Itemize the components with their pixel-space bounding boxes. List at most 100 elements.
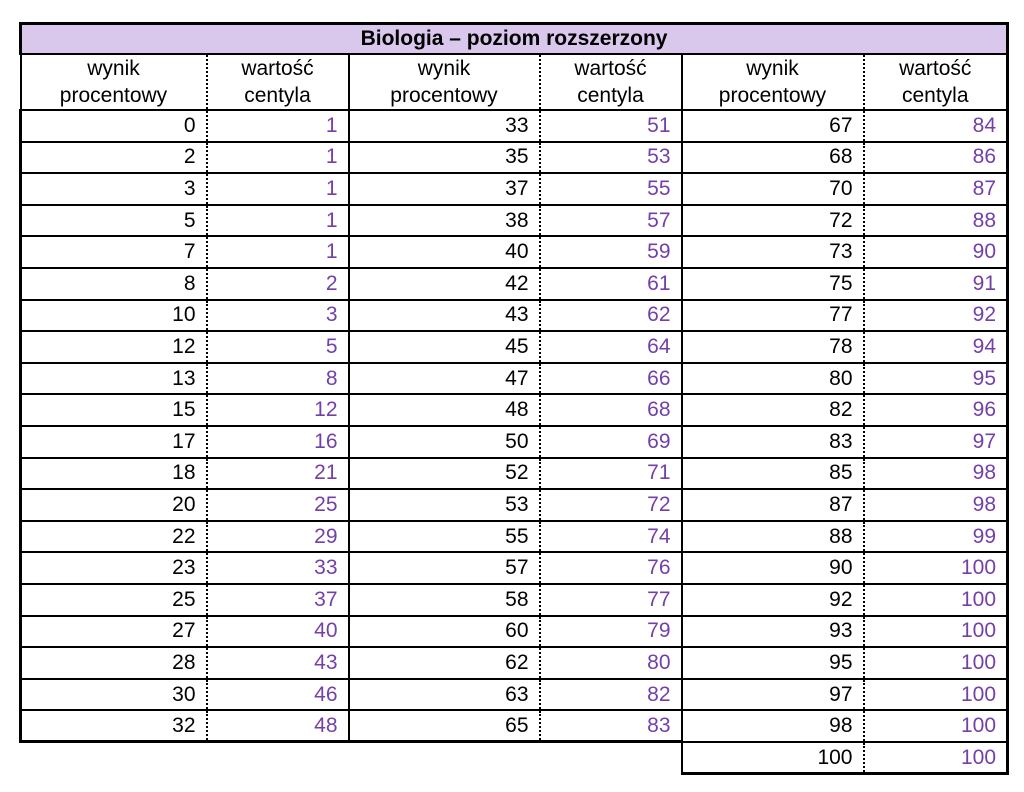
score-cell: 57 xyxy=(347,551,541,585)
score-cell: 35 xyxy=(347,140,541,175)
score-cell: 17 xyxy=(19,425,208,459)
table-row: 3 1 37 55 70 87 xyxy=(19,172,1010,206)
percentile-cell: 51 xyxy=(538,109,683,143)
header-score-2: wynik procentowy xyxy=(347,52,541,112)
percentile-cell: 90 xyxy=(862,235,1010,270)
score-cell: 13 xyxy=(19,361,208,396)
header-score-1: wynik procentowy xyxy=(19,52,208,112)
score-cell: 20 xyxy=(19,488,208,522)
percentile-cell: 91 xyxy=(862,267,1010,301)
table-row: 100 100 xyxy=(21,740,1010,776)
percentile-cell: 99 xyxy=(862,519,1010,554)
score-cell: 33 xyxy=(347,109,541,143)
percentile-cell: 98 xyxy=(862,456,1010,491)
percentile-cell: 100 xyxy=(862,583,1010,617)
percentile-cell: 100 xyxy=(862,677,1010,712)
score-cell: 58 xyxy=(347,583,541,617)
centile-table: Biologia – poziom rozszerzony wynik proc… xyxy=(18,22,1010,776)
table-row: 12 5 45 64 78 94 xyxy=(19,330,1010,364)
score-cell: 97 xyxy=(680,677,865,712)
percentile-cell: 87 xyxy=(862,172,1010,206)
percentile-cell: 88 xyxy=(862,203,1010,238)
table-title: Biologia – poziom rozszerzony xyxy=(18,22,1010,55)
header-row: wynik procentowy wartość centyla wynik p… xyxy=(19,52,1010,112)
table-row: 27 40 60 79 93 100 xyxy=(19,614,1010,649)
score-cell: 78 xyxy=(680,330,865,364)
score-cell: 92 xyxy=(680,583,865,617)
score-cell: 68 xyxy=(680,140,865,175)
table-row: 13 8 47 66 80 95 xyxy=(19,361,1010,396)
percentile-cell: 1 xyxy=(205,109,350,143)
score-cell: 95 xyxy=(680,646,865,680)
score-cell: 0 xyxy=(19,109,208,143)
percentile-cell: 86 xyxy=(862,140,1010,175)
percentile-cell: 57 xyxy=(538,203,683,238)
score-cell: 83 xyxy=(680,425,865,459)
percentile-cell: 100 xyxy=(862,709,1010,743)
table-row: 20 25 53 72 87 98 xyxy=(19,488,1010,522)
percentile-cell: 61 xyxy=(538,267,683,301)
header-percentile-3: wartość centyla xyxy=(862,52,1010,112)
empty-cell xyxy=(349,742,540,774)
empty-cell xyxy=(207,742,349,774)
table-row: 15 12 48 68 82 96 xyxy=(19,393,1010,428)
percentile-cell: 97 xyxy=(862,425,1010,459)
percentile-cell: 94 xyxy=(862,330,1010,364)
percentile-cell: 53 xyxy=(538,140,683,175)
percentile-cell: 1 xyxy=(205,140,350,175)
percentile-cell: 25 xyxy=(205,488,350,522)
score-cell: 67 xyxy=(680,109,865,143)
percentile-cell: 62 xyxy=(538,298,683,333)
empty-cell xyxy=(21,742,207,774)
percentile-cell: 29 xyxy=(205,519,350,554)
score-cell: 30 xyxy=(19,677,208,712)
score-cell: 55 xyxy=(347,519,541,554)
score-cell: 12 xyxy=(19,330,208,364)
percentile-cell: 12 xyxy=(205,393,350,428)
table-row: 23 33 57 76 90 100 xyxy=(19,551,1010,585)
score-cell: 8 xyxy=(19,267,208,301)
score-cell: 75 xyxy=(680,267,865,301)
score-cell: 62 xyxy=(347,646,541,680)
score-cell: 50 xyxy=(347,425,541,459)
table-row: 2 1 35 53 68 86 xyxy=(19,140,1010,175)
header-percentile-1: wartość centyla xyxy=(205,52,350,112)
percentile-cell: 100 xyxy=(862,614,1010,649)
table-row: 10 3 43 62 77 92 xyxy=(19,298,1010,333)
percentile-cell: 100 xyxy=(862,551,1010,585)
score-cell: 98 xyxy=(680,709,865,743)
percentile-cell: 3 xyxy=(205,298,350,333)
percentile-cell: 79 xyxy=(538,614,683,649)
score-cell: 70 xyxy=(680,172,865,206)
score-cell: 80 xyxy=(680,361,865,396)
table-row: 30 46 63 82 97 100 xyxy=(19,677,1010,712)
percentile-cell: 96 xyxy=(862,393,1010,428)
percentile-cell: 16 xyxy=(205,425,350,459)
percentile-cell: 71 xyxy=(538,456,683,491)
percentile-cell: 84 xyxy=(862,109,1010,143)
percentile-cell: 2 xyxy=(205,267,350,301)
score-cell: 37 xyxy=(347,172,541,206)
score-cell: 3 xyxy=(19,172,208,206)
score-cell: 5 xyxy=(19,203,208,238)
percentile-cell: 46 xyxy=(205,677,350,712)
percentile-cell: 69 xyxy=(538,425,683,459)
score-cell: 100 xyxy=(680,740,865,776)
percentile-cell: 8 xyxy=(205,361,350,396)
table-row: 28 43 62 80 95 100 xyxy=(19,646,1010,680)
percentile-cell: 48 xyxy=(205,709,350,744)
table-row: 0 1 33 51 67 84 xyxy=(19,109,1010,143)
percentile-cell: 68 xyxy=(538,393,683,428)
percentile-cell: 1 xyxy=(205,172,350,206)
percentile-cell: 5 xyxy=(205,330,350,364)
percentile-cell: 40 xyxy=(205,614,350,649)
percentile-cell: 100 xyxy=(862,646,1010,680)
percentile-cell: 76 xyxy=(538,551,683,585)
score-cell: 25 xyxy=(19,583,208,617)
title-row: Biologia – poziom rozszerzony xyxy=(18,22,1010,55)
score-cell: 7 xyxy=(19,235,208,270)
empty-cell xyxy=(540,742,682,774)
score-cell: 27 xyxy=(19,614,208,649)
score-cell: 22 xyxy=(19,519,208,554)
percentile-cell: 1 xyxy=(205,203,350,238)
